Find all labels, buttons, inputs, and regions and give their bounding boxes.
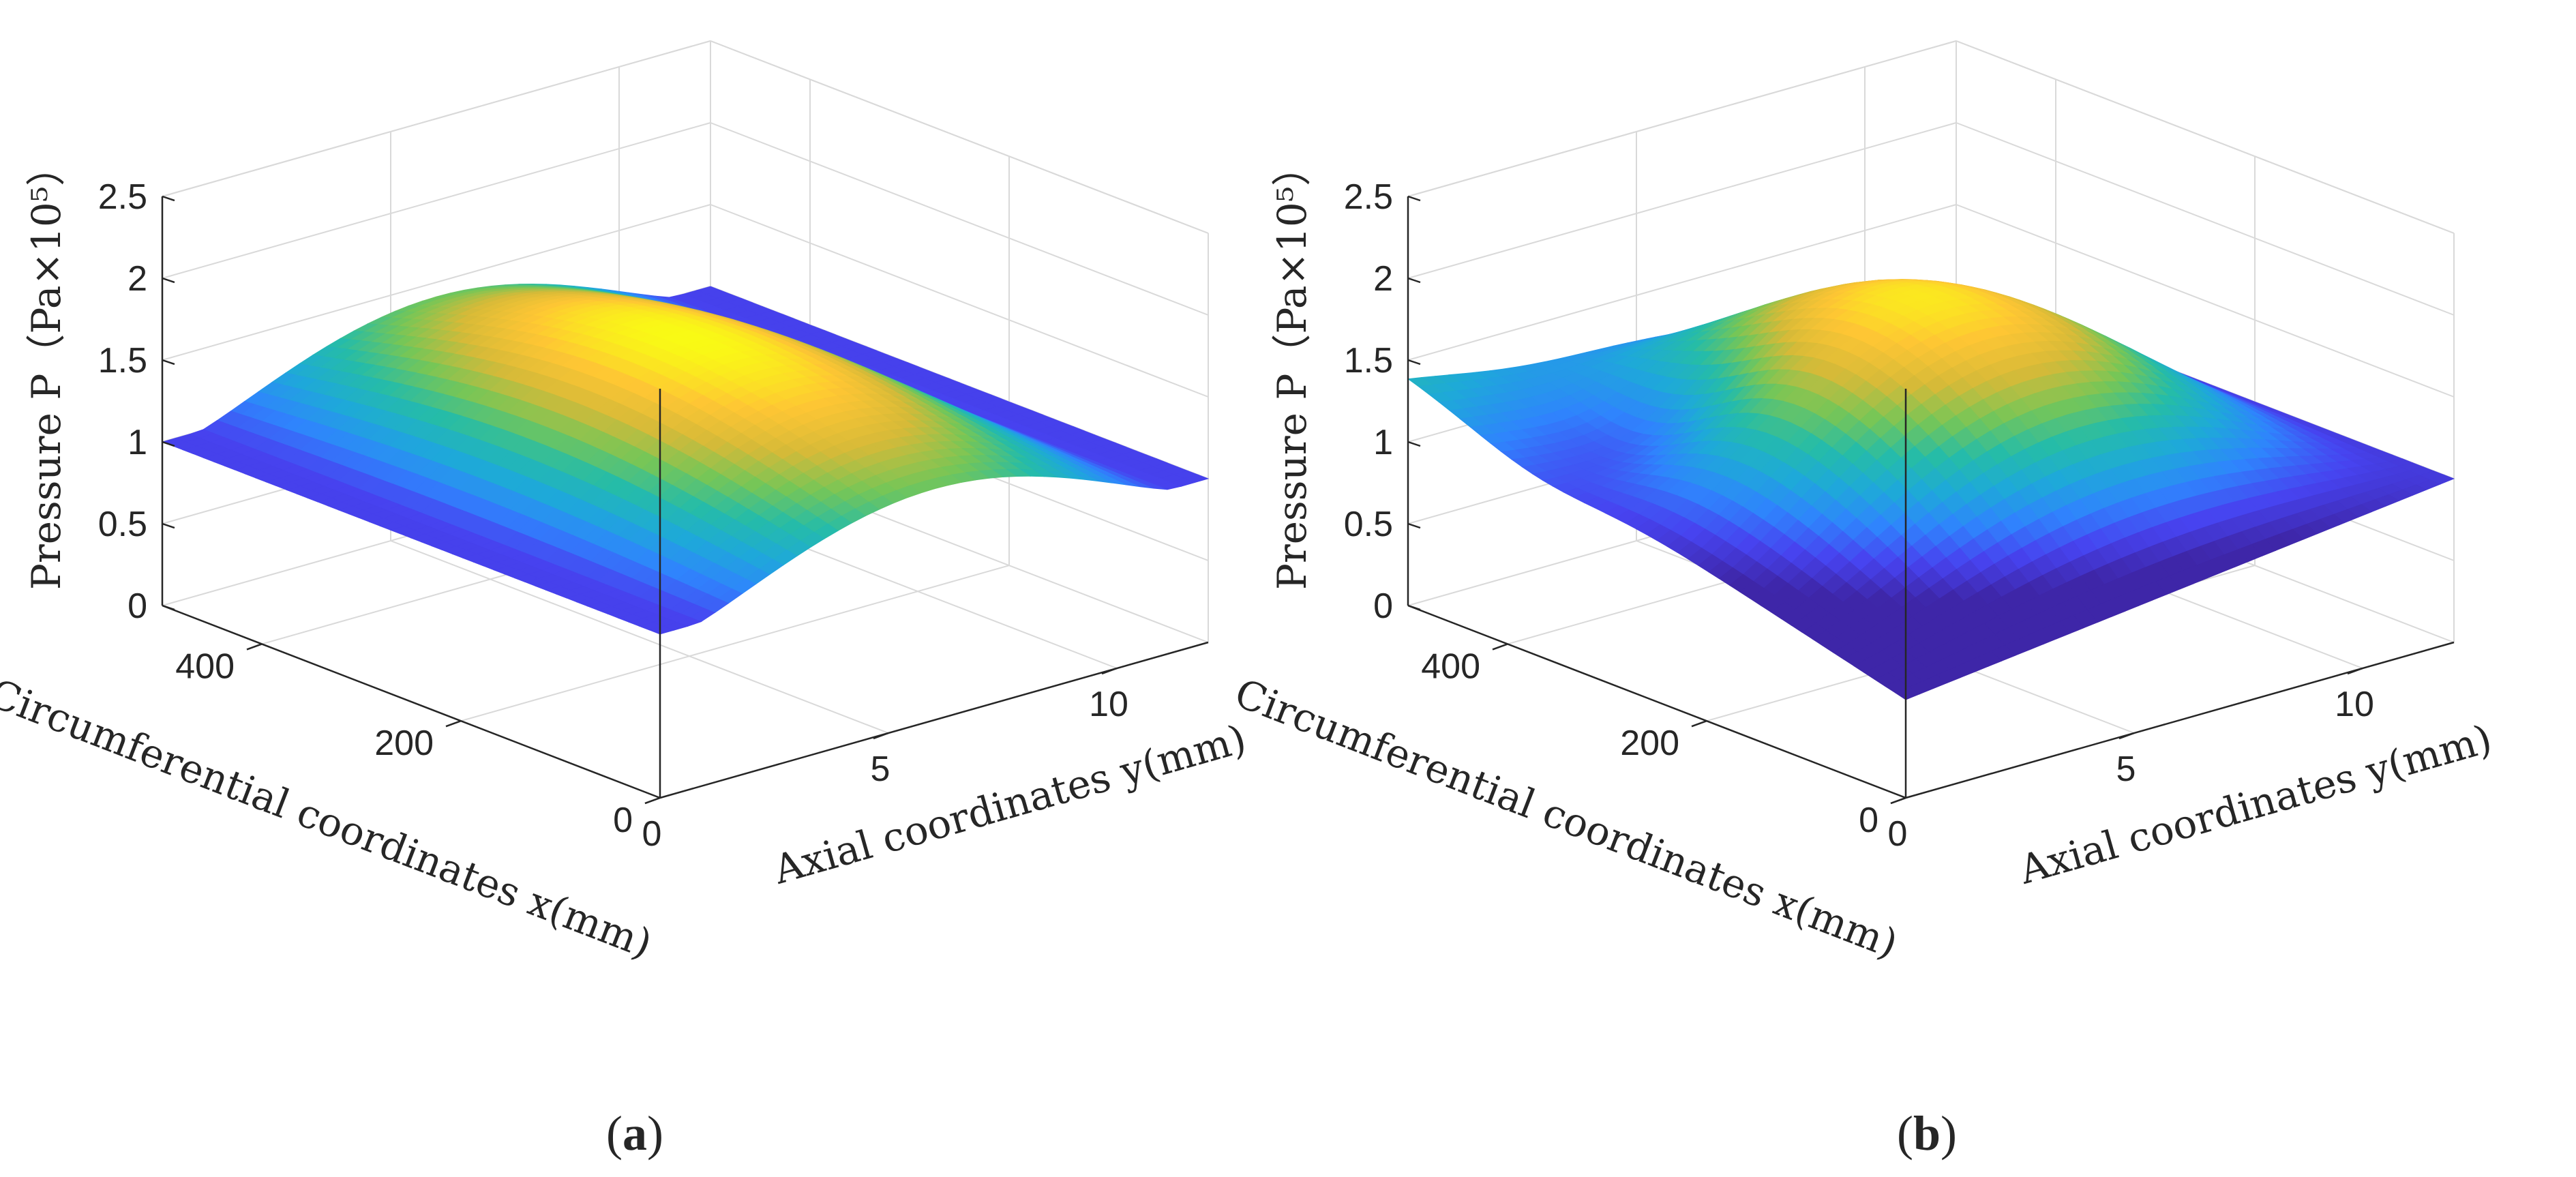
y-tick bbox=[1101, 667, 1118, 675]
z-tick-label: 0.5 bbox=[98, 505, 147, 544]
z-tick bbox=[1407, 522, 1421, 529]
x-tick-label: 400 bbox=[175, 646, 235, 686]
y-tick-label: 5 bbox=[871, 749, 890, 789]
grid-line bbox=[162, 122, 711, 279]
z-tick bbox=[162, 441, 175, 447]
y-axis-label: Axial coordinates y(mm) bbox=[768, 715, 1251, 893]
grid-line bbox=[1956, 40, 2455, 234]
panel-a: 0 0.5 1 1.5 2 2.5 0 200 400 0 5 10 Pressure P（Pa×10⁵… bbox=[0, 40, 1251, 1161]
z-tick bbox=[162, 195, 175, 202]
y-tick-label: 5 bbox=[2116, 749, 2136, 789]
z-tick bbox=[162, 522, 175, 529]
y-tick-label: 0 bbox=[1888, 814, 1908, 854]
pressure-surface bbox=[161, 283, 1210, 635]
grid-line bbox=[162, 40, 711, 197]
x-tick bbox=[1691, 720, 1707, 728]
z-tick bbox=[162, 277, 175, 284]
grid-line bbox=[1407, 40, 1957, 197]
grid-line bbox=[710, 40, 1209, 234]
y-tick bbox=[644, 796, 661, 805]
y-tick bbox=[873, 732, 889, 740]
z-axis-label: Pressure P（Pa×10⁵） bbox=[1269, 147, 1315, 590]
z-tick-label: 2 bbox=[128, 259, 147, 299]
x-tick bbox=[246, 643, 263, 651]
grid-line bbox=[1956, 122, 2455, 316]
y-ticks: 0 5 10 bbox=[642, 667, 1128, 854]
z-tick bbox=[1407, 441, 1421, 447]
grid-line bbox=[710, 204, 1209, 398]
z-tick-label: 1 bbox=[128, 423, 147, 462]
z-tick bbox=[1407, 359, 1421, 366]
z-tick-label: 0.5 bbox=[1344, 505, 1393, 544]
pressure-surface bbox=[1407, 279, 2455, 700]
x-tick-label: 200 bbox=[1620, 724, 1679, 763]
grid-line bbox=[162, 204, 711, 361]
y-axis-label: Axial coordinates y(mm) bbox=[2013, 715, 2497, 893]
grid-line bbox=[1407, 122, 1957, 279]
z-tick-label: 1.5 bbox=[1344, 341, 1393, 381]
grid-line bbox=[1956, 204, 2455, 398]
y-tick-label: 0 bbox=[642, 814, 662, 854]
z-tick-label: 1.5 bbox=[98, 341, 147, 381]
z-axis-label: Pressure P（Pa×10⁵） bbox=[23, 147, 70, 590]
z-tick-label: 0 bbox=[1373, 586, 1393, 626]
x-axis-label: Circumferential coordinates x(mm) bbox=[1229, 670, 1904, 968]
x-axis-label: Circumferential coordinates x(mm) bbox=[0, 670, 658, 968]
z-ticks: 0 0.5 1 1.5 2 2.5 bbox=[98, 177, 175, 626]
z-tick bbox=[162, 359, 175, 366]
z-tick bbox=[162, 604, 175, 611]
y-tick bbox=[2347, 667, 2363, 675]
z-tick-label: 2.5 bbox=[1344, 177, 1393, 217]
x-ticks: 0 200 400 bbox=[175, 643, 661, 840]
x-tick-label: 0 bbox=[613, 801, 633, 840]
y-tick bbox=[2118, 732, 2135, 740]
y-tick-label: 10 bbox=[2335, 685, 2374, 724]
x-tick bbox=[1492, 643, 1508, 651]
x-tick-label: 0 bbox=[1859, 801, 1878, 840]
surface-patch bbox=[648, 625, 675, 635]
panel-b: 0 0.5 1 1.5 2 2.5 0 200 400 0 5 10 Pressure P（Pa×10⁵… bbox=[1229, 40, 2497, 1161]
x-tick bbox=[445, 720, 462, 728]
z-tick-label: 0 bbox=[128, 586, 147, 626]
panel-caption: (b) bbox=[1897, 1106, 1957, 1161]
x-tick-label: 200 bbox=[374, 724, 434, 763]
panel-caption: (a) bbox=[606, 1106, 663, 1161]
z-tick-label: 1 bbox=[1373, 423, 1393, 462]
z-tick bbox=[1407, 195, 1421, 202]
x-tick-label: 400 bbox=[1421, 646, 1480, 686]
z-tick bbox=[1407, 277, 1421, 284]
x-axis-line bbox=[162, 604, 661, 799]
z-tick bbox=[1407, 604, 1421, 611]
grid-line bbox=[390, 540, 889, 734]
z-tick-label: 2 bbox=[1373, 259, 1393, 299]
grid-line bbox=[710, 122, 1209, 316]
z-tick-label: 2.5 bbox=[98, 177, 147, 217]
y-tick bbox=[1890, 796, 1906, 805]
y-tick-label: 10 bbox=[1089, 685, 1128, 724]
grid-line bbox=[1407, 204, 1957, 361]
